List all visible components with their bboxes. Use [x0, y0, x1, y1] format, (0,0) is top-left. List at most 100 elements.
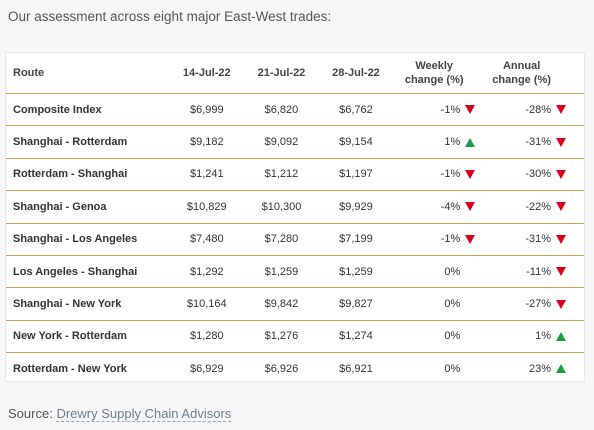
annual-change-cell-value: -31% — [525, 233, 551, 246]
down-triangle-icon — [556, 234, 566, 244]
route-cell: Rotterdam - Shanghai — [6, 158, 170, 192]
weekly-change-cell: 0% — [393, 353, 477, 385]
annual-change-cell: -30% — [477, 158, 584, 192]
route-cell: Rotterdam - New York — [13, 362, 127, 375]
route-cell: Los Angeles - Shanghai — [6, 255, 170, 289]
down-triangle-icon — [465, 170, 476, 180]
intro-text: Our assessment across eight major East-W… — [8, 9, 332, 24]
weekly-change-cell-value: -1% — [440, 168, 461, 181]
rate-cell-date-1: $1,241 — [169, 158, 245, 192]
table-row: Shanghai - Los Angeles $7,480 $7,280 $7,199… — [6, 223, 584, 256]
weekly-change-cell-value: 0% — [444, 362, 461, 375]
annual-change-cell-value: -28% — [525, 103, 551, 116]
rate-cell-date-3: $1,197 — [318, 158, 394, 192]
annual-change-cell: 1% — [477, 320, 584, 354]
rate-cell-date-1: $1,292 — [169, 255, 245, 289]
col-header-weekly-line1: Weekly — [415, 60, 454, 72]
table-row: Los Angeles - Shanghai $1,292 $1,259 $1,259… — [6, 255, 584, 289]
route-cell: Composite Index — [6, 93, 170, 127]
col-header-annual-line1: Annual — [502, 60, 541, 72]
rates-table: Route 14-Jul-22 21-Jul-22 28-Jul-22 Week… — [6, 53, 584, 385]
table-row: Composite Index $6,999 $6,820 $6,762 -1% -28% — [6, 93, 584, 127]
col-header-weekly-line2: change (%) — [404, 74, 464, 86]
table-row: Shanghai - Rotterdam $9,182 $9,092 $9,154 1%… — [6, 125, 584, 159]
down-triangle-icon — [556, 267, 566, 277]
rate-cell-date-3: $1,259 — [318, 255, 394, 289]
rate-cell-date-2: $10,300 — [244, 190, 319, 224]
route-cell: Shanghai - Los Angeles — [6, 223, 170, 256]
weekly-change-cell-value: -4% — [440, 200, 461, 213]
rate-cell-date-1: $10,829 — [169, 190, 245, 224]
rate-cell-date-1: $6,999 — [169, 93, 245, 127]
rate-cell-date-2: $1,276 — [244, 320, 319, 354]
down-triangle-icon — [556, 299, 566, 309]
col-header-date-2: 21-Jul-22 — [244, 53, 319, 94]
weekly-change-cell-value: 1% — [444, 136, 461, 149]
down-triangle-icon — [465, 234, 476, 244]
col-header-annual-line2: change (%) — [492, 74, 551, 86]
rate-cell-date-1: $9,182 — [169, 125, 245, 159]
col-header-annual: Annual change (%) — [477, 53, 584, 94]
weekly-change-cell: 1% — [393, 125, 478, 159]
rate-cell-date-3: $6,921 — [339, 362, 373, 375]
route-cell: New York - Rotterdam — [6, 320, 170, 354]
down-triangle-icon — [556, 105, 566, 115]
rate-cell-date-2: $9,842 — [244, 287, 319, 321]
rate-cell-date-2: $9,092 — [244, 125, 319, 159]
rate-cell-date-3: $7,199 — [318, 223, 394, 256]
annual-change-cell-value: -11% — [526, 265, 551, 278]
rate-cell-date-3: $9,154 — [318, 125, 394, 159]
weekly-change-cell: 0% — [393, 287, 478, 321]
source-link[interactable]: Drewry Supply Chain Advisors — [56, 406, 232, 422]
annual-change-cell: -28% — [477, 93, 584, 127]
down-triangle-icon — [556, 202, 566, 212]
weekly-change-cell: -1% — [393, 223, 478, 256]
col-header-date-3: 28-Jul-22 — [318, 53, 394, 94]
table-row: Rotterdam - New York $6,929 $6,926 $6,921 0%… — [6, 353, 584, 385]
rate-cell-date-2: $6,820 — [244, 93, 319, 127]
weekly-change-cell-value: -1% — [440, 233, 461, 246]
col-header-route: Route — [6, 53, 170, 94]
table-row: New York - Rotterdam $1,280 $1,276 $1,274 0%… — [6, 320, 584, 354]
rates-table-card: Route 14-Jul-22 21-Jul-22 28-Jul-22 Week… — [5, 52, 585, 382]
annual-change-cell: -31% — [477, 125, 584, 159]
annual-change-cell-value: 1% — [535, 330, 551, 343]
rate-cell-date-3: $1,274 — [318, 320, 394, 354]
up-triangle-icon — [465, 137, 476, 147]
annual-change-cell-value: -22% — [525, 200, 551, 213]
source-line: Source: Drewry Supply Chain Advisors — [8, 406, 232, 422]
down-triangle-icon — [556, 170, 566, 180]
source-label: Source: — [8, 406, 53, 421]
down-triangle-icon — [465, 105, 476, 115]
rate-cell-date-1: $6,929 — [189, 362, 224, 375]
annual-change-cell: -27% — [477, 287, 584, 321]
weekly-change-cell: -1% — [393, 93, 478, 127]
route-cell: Shanghai - Genoa — [6, 190, 170, 224]
annual-change-cell: -22% — [477, 190, 584, 224]
rate-cell-date-2: $6,926 — [264, 362, 299, 375]
down-triangle-icon — [465, 202, 476, 212]
table-row: Shanghai - Genoa $10,829 $10,300 $9,929 -4% -… — [6, 190, 584, 224]
weekly-change-cell: 0% — [393, 255, 478, 289]
weekly-change-cell-value: -1% — [440, 103, 461, 116]
col-header-date-1: 14-Jul-22 — [169, 53, 245, 94]
annual-change-cell-value: -27% — [525, 298, 551, 311]
route-cell: Shanghai - Rotterdam — [6, 125, 170, 159]
rate-cell-date-3: $9,827 — [318, 287, 394, 321]
weekly-change-cell-value: 0% — [444, 330, 461, 343]
weekly-change-cell: -1% — [393, 158, 478, 192]
rate-cell-date-1: $1,280 — [169, 320, 245, 354]
annual-change-cell: 23% — [477, 353, 584, 385]
col-header-weekly: Weekly change (%) — [393, 53, 478, 94]
weekly-change-cell: -4% — [393, 190, 478, 224]
annual-change-cell: -11% — [477, 255, 584, 289]
up-triangle-icon — [556, 332, 566, 342]
annual-change-cell-value: 23% — [528, 362, 551, 375]
weekly-change-cell-value: 0% — [444, 298, 461, 311]
weekly-change-cell-value: 0% — [444, 265, 461, 278]
rate-cell-date-3: $6,762 — [318, 93, 394, 127]
weekly-change-cell: 0% — [393, 320, 478, 354]
rate-cell-date-1: $10,164 — [169, 287, 245, 321]
up-triangle-icon — [556, 364, 566, 374]
rate-cell-date-1: $7,480 — [169, 223, 245, 256]
